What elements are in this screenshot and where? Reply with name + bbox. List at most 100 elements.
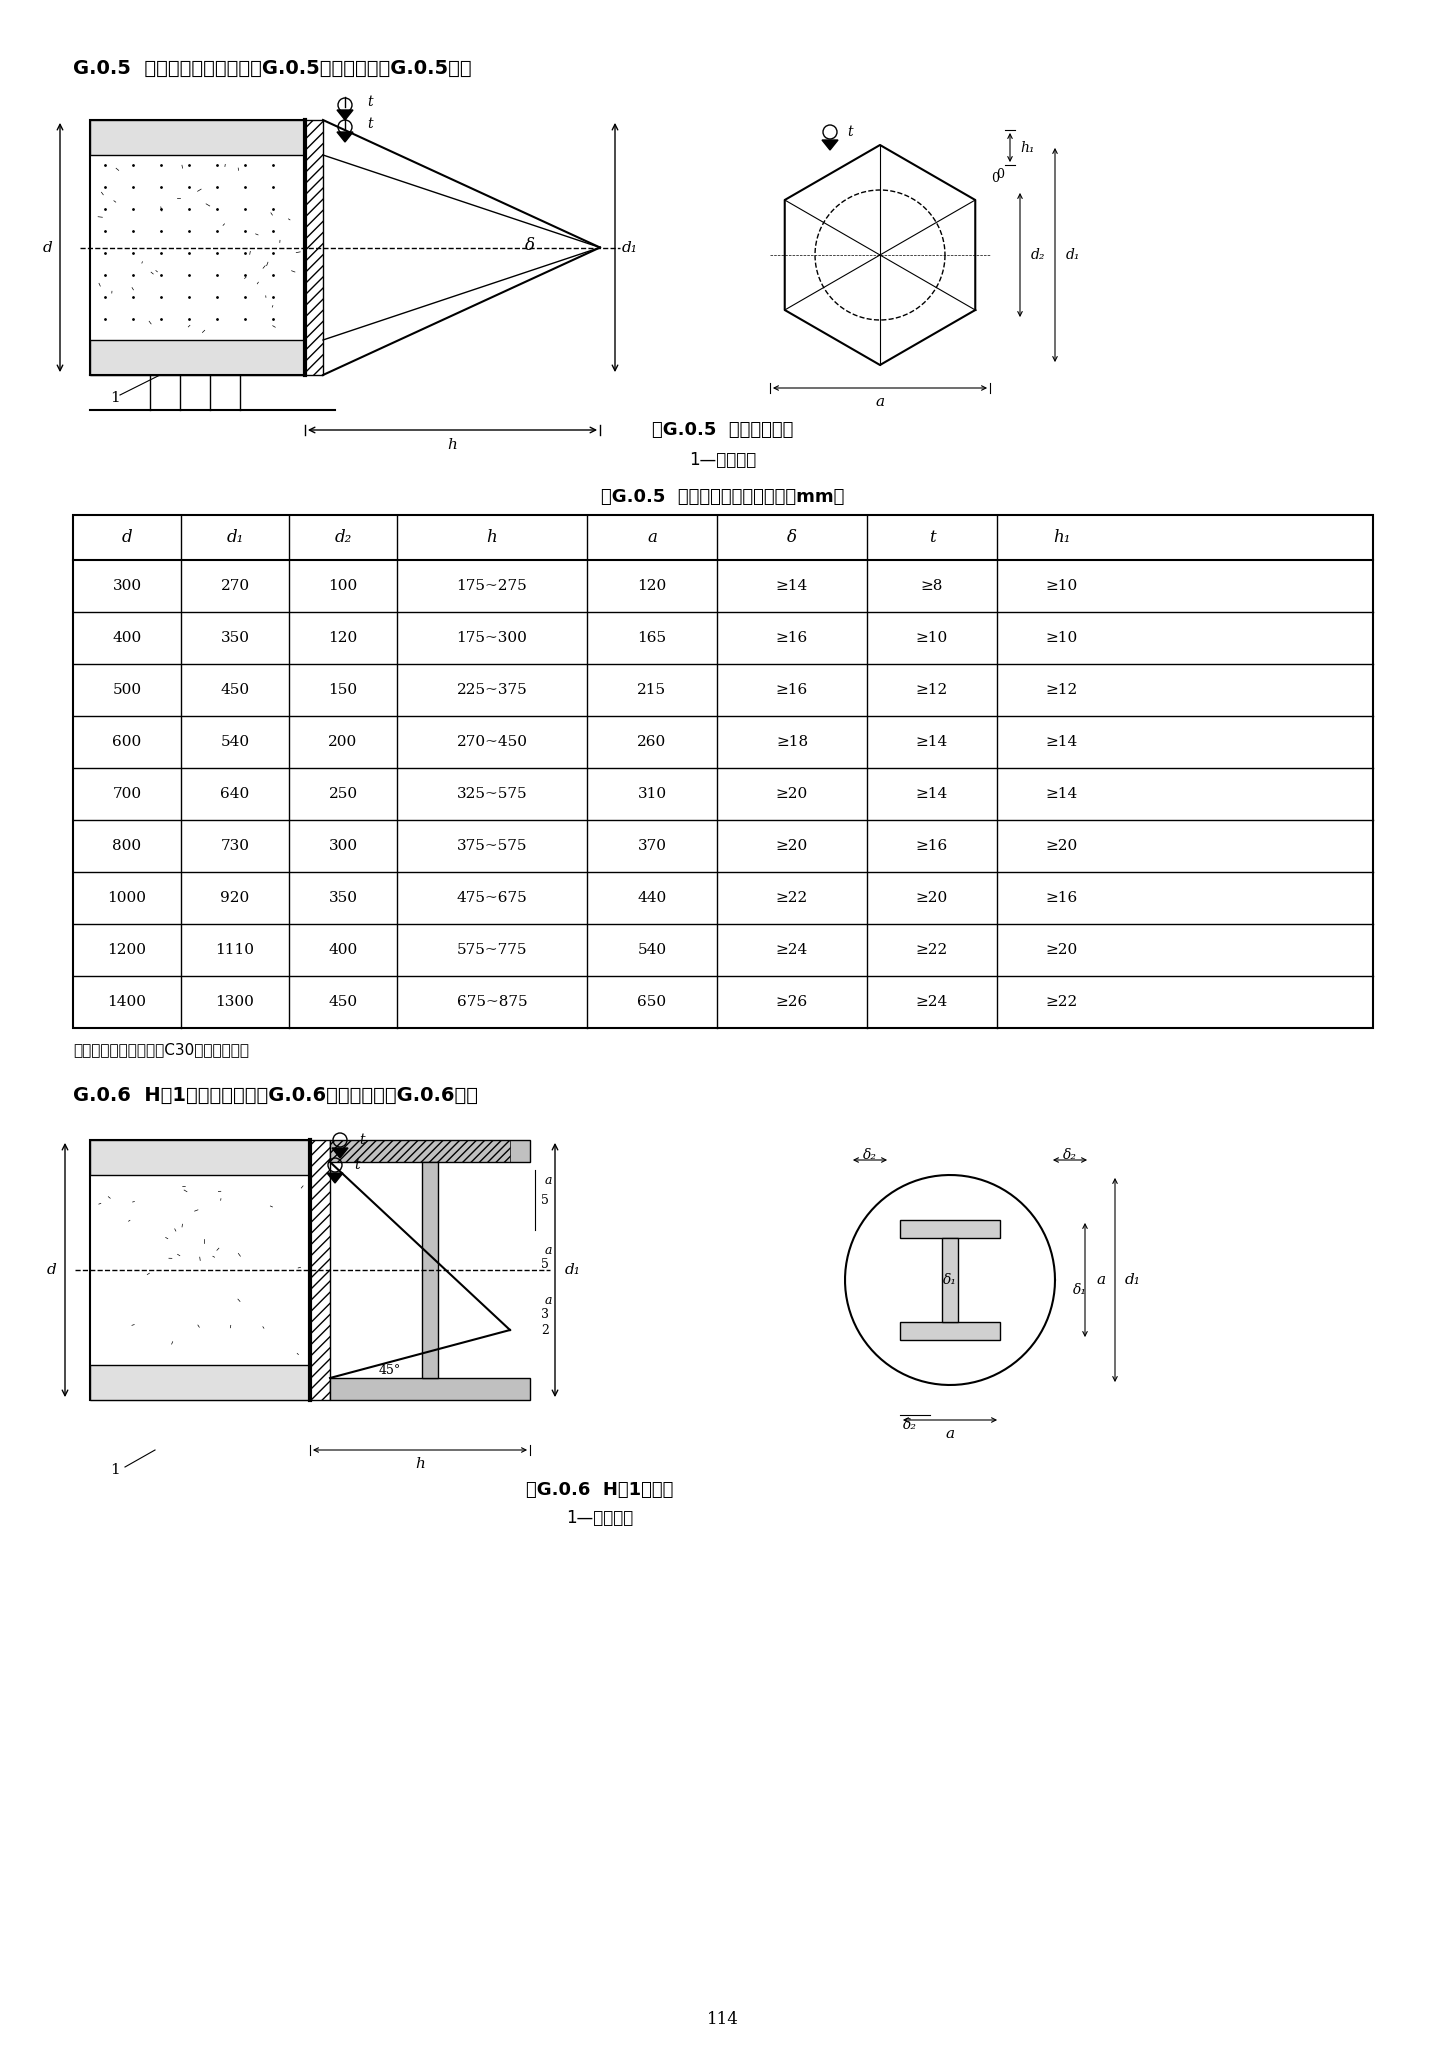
Text: h: h	[415, 1456, 425, 1470]
Text: 600: 600	[113, 735, 142, 750]
Polygon shape	[337, 111, 353, 121]
Bar	[900, 1221, 1000, 1237]
Text: 350: 350	[328, 891, 357, 905]
Text: 5: 5	[541, 1260, 548, 1272]
Text: d: d	[48, 1264, 56, 1278]
Text: 175~300: 175~300	[457, 631, 528, 645]
Text: ≥12: ≥12	[916, 682, 948, 696]
Text: 5: 5	[541, 1194, 548, 1206]
Text: 1200: 1200	[107, 942, 146, 956]
Text: 175~275: 175~275	[457, 580, 527, 594]
Text: ≥20: ≥20	[916, 891, 948, 905]
Text: ≥20: ≥20	[776, 786, 807, 801]
Text: 370: 370	[638, 840, 667, 854]
Text: d: d	[122, 528, 132, 547]
Bar	[330, 1141, 530, 1161]
Bar	[330, 1378, 530, 1401]
Bar	[310, 1141, 330, 1401]
Bar	[90, 1141, 310, 1176]
Text: 730: 730	[220, 840, 249, 854]
Text: ≥18: ≥18	[776, 735, 807, 750]
Text: 120: 120	[637, 580, 667, 594]
Text: 640: 640	[220, 786, 250, 801]
Text: ≥20: ≥20	[776, 840, 807, 854]
Bar	[305, 121, 323, 375]
Polygon shape	[331, 1149, 347, 1157]
Text: 1: 1	[110, 391, 120, 406]
Bar	[942, 1237, 958, 1323]
Text: 1400: 1400	[107, 995, 146, 1010]
Text: 440: 440	[637, 891, 667, 905]
Text: 800: 800	[113, 840, 142, 854]
Text: 0: 0	[996, 168, 1004, 182]
Text: ≥14: ≥14	[916, 735, 948, 750]
Text: d₂: d₂	[334, 528, 352, 547]
Text: ≥12: ≥12	[1046, 682, 1078, 696]
Text: 1—管桩桩身: 1—管桩桩身	[566, 1509, 634, 1528]
Bar	[90, 1141, 310, 1401]
Text: 3: 3	[541, 1309, 548, 1321]
Text: 225~375: 225~375	[457, 682, 527, 696]
Text: 400: 400	[328, 942, 357, 956]
Text: d₁: d₁	[1066, 248, 1081, 262]
Bar	[423, 1161, 438, 1378]
Text: t: t	[368, 94, 373, 109]
Text: a: a	[945, 1427, 955, 1442]
Text: 475~675: 475~675	[457, 891, 527, 905]
Text: ≥16: ≥16	[776, 682, 807, 696]
Text: δ₂: δ₂	[1064, 1149, 1077, 1161]
Text: a: a	[544, 1294, 551, 1307]
Text: ≥20: ≥20	[1046, 840, 1078, 854]
Text: 700: 700	[113, 786, 142, 801]
Text: a: a	[544, 1243, 551, 1257]
Text: 120: 120	[328, 631, 357, 645]
Text: δ: δ	[787, 528, 797, 547]
Bar	[72, 514, 1373, 1028]
Text: t: t	[359, 1133, 365, 1147]
Text: t: t	[846, 125, 852, 139]
Bar	[90, 121, 305, 156]
Text: d: d	[43, 240, 54, 254]
Bar	[900, 1323, 1000, 1339]
Text: 450: 450	[328, 995, 357, 1010]
Text: 注：必要时桩尖内可灌C30混凝土填实。: 注：必要时桩尖内可灌C30混凝土填实。	[72, 1042, 249, 1057]
Text: 375~575: 375~575	[457, 840, 527, 854]
Text: 200: 200	[328, 735, 357, 750]
Text: ≥16: ≥16	[1046, 891, 1078, 905]
Text: 920: 920	[220, 891, 250, 905]
Text: δ: δ	[525, 236, 535, 254]
Text: 300: 300	[328, 840, 357, 854]
Text: ≥14: ≥14	[1046, 786, 1078, 801]
Text: 540: 540	[638, 942, 667, 956]
Text: a: a	[647, 528, 657, 547]
Text: ≥16: ≥16	[776, 631, 807, 645]
Text: t: t	[355, 1157, 360, 1171]
Text: ≥14: ≥14	[916, 786, 948, 801]
Polygon shape	[337, 131, 353, 141]
Text: h₁: h₁	[1053, 528, 1071, 547]
Text: 1000: 1000	[107, 891, 146, 905]
Text: 1—管桩桩身: 1—管桩桩身	[689, 451, 757, 469]
Text: 270~450: 270~450	[456, 735, 528, 750]
Text: ≥22: ≥22	[776, 891, 807, 905]
Bar	[330, 1141, 509, 1161]
Text: 325~575: 325~575	[457, 786, 527, 801]
Text: 114: 114	[708, 2011, 739, 2028]
Text: 0: 0	[991, 172, 998, 184]
Text: δ₁: δ₁	[943, 1274, 956, 1286]
Polygon shape	[327, 1174, 343, 1184]
Text: d₁: d₁	[226, 528, 243, 547]
Text: 1110: 1110	[216, 942, 255, 956]
Text: ≥16: ≥16	[916, 840, 948, 854]
Text: ≥26: ≥26	[776, 995, 807, 1010]
Text: G.0.5  六棱锥型桩尖构造（图G.0.5）及尺寸（表G.0.5）：: G.0.5 六棱锥型桩尖构造（图G.0.5）及尺寸（表G.0.5）：	[72, 59, 472, 78]
Text: 650: 650	[638, 995, 667, 1010]
Text: 图G.0.6  H钢1型桩尖: 图G.0.6 H钢1型桩尖	[527, 1481, 674, 1499]
Text: 540: 540	[220, 735, 249, 750]
Text: ≥20: ≥20	[1046, 942, 1078, 956]
Text: G.0.6  H钢1型桩尖构造（图G.0.6）及尺寸（表G.0.6）：: G.0.6 H钢1型桩尖构造（图G.0.6）及尺寸（表G.0.6）：	[72, 1085, 478, 1104]
Text: 270: 270	[220, 580, 249, 594]
Text: ≥22: ≥22	[916, 942, 948, 956]
Text: 图G.0.5  六棱锥型桩尖: 图G.0.5 六棱锥型桩尖	[653, 422, 794, 438]
Text: 215: 215	[638, 682, 667, 696]
